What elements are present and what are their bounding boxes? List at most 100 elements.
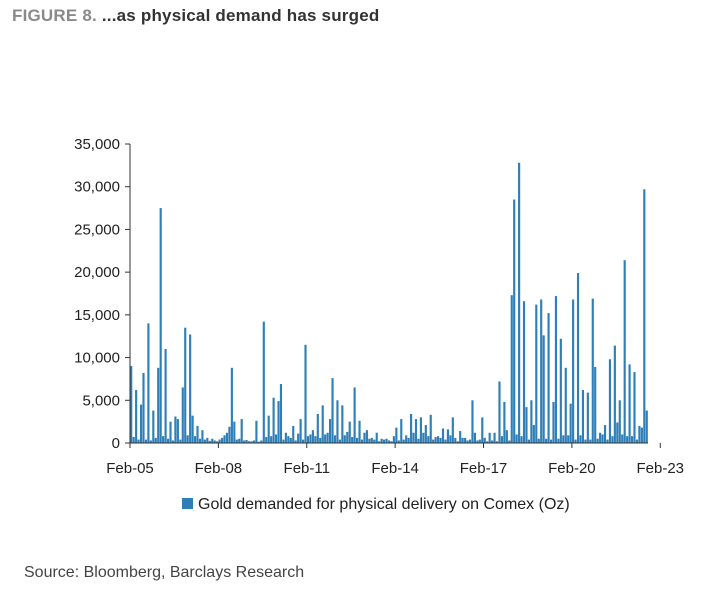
bar-34 — [213, 440, 216, 443]
y-tick-label: 0 — [112, 435, 120, 452]
bar-39 — [225, 432, 229, 443]
bar-35 — [216, 441, 219, 443]
bar-66 — [292, 425, 295, 443]
bar-204 — [630, 436, 634, 443]
bar-144 — [483, 437, 486, 443]
bar-20 — [179, 439, 182, 443]
bar-177 — [564, 367, 567, 443]
bar-12 — [159, 208, 162, 443]
bar-59 — [274, 434, 278, 443]
bar-206 — [635, 439, 639, 443]
bar-92 — [356, 437, 359, 443]
bar-147 — [491, 440, 494, 443]
bar-22 — [184, 327, 187, 443]
bar-189 — [594, 366, 597, 443]
bar-125 — [437, 436, 440, 443]
bar-119 — [422, 432, 425, 443]
bar-7 — [147, 323, 150, 443]
bar-130 — [449, 435, 452, 443]
bar-174 — [557, 438, 560, 443]
bar-194 — [606, 439, 609, 443]
bar-18 — [174, 416, 177, 443]
bar-109 — [397, 440, 400, 443]
bar-31 — [206, 437, 209, 443]
bar-43 — [235, 439, 238, 443]
bar-91 — [353, 387, 356, 443]
bar-168 — [542, 335, 545, 443]
bar-182 — [576, 273, 580, 443]
bar-118 — [419, 417, 422, 443]
bar-81 — [329, 419, 332, 443]
bar-96 — [365, 430, 368, 443]
bar-188 — [591, 298, 594, 443]
bar-90 — [351, 437, 354, 443]
bar-127 — [441, 428, 445, 443]
bar-113 — [407, 437, 410, 443]
bar-76 — [316, 413, 319, 443]
bar-131 — [451, 417, 454, 443]
bar-52 — [257, 441, 260, 443]
x-tick-label: Feb-17 — [460, 460, 508, 477]
bar-19 — [176, 419, 179, 443]
bar-133 — [456, 441, 459, 443]
bar-205 — [633, 372, 636, 443]
bar-25 — [191, 415, 194, 443]
bar-82 — [331, 378, 334, 443]
bar-180 — [572, 299, 575, 443]
bar-199 — [618, 400, 621, 443]
bar-23 — [186, 435, 189, 443]
legend-label: Gold demanded for physical delivery on C… — [198, 496, 570, 513]
bar-141 — [476, 440, 479, 443]
bar-29 — [201, 430, 204, 443]
bar-126 — [439, 437, 442, 443]
bar-192 — [601, 434, 604, 443]
bar-62 — [282, 439, 285, 443]
bar-38 — [223, 435, 226, 443]
bar-series — [130, 162, 648, 444]
bar-28 — [198, 438, 202, 443]
bar-32 — [208, 440, 211, 443]
legend: Gold demanded for physical delivery on C… — [182, 496, 570, 513]
bar-159 — [520, 436, 523, 443]
bar-143 — [481, 417, 484, 443]
bar-101 — [378, 441, 381, 443]
bar-136 — [464, 437, 467, 443]
bar-49 — [250, 441, 253, 443]
figure-title-text: ...as physical demand has surged — [101, 6, 380, 25]
bar-197 — [613, 345, 616, 443]
bar-54 — [262, 321, 265, 443]
bar-97 — [368, 438, 371, 443]
bar-198 — [616, 422, 619, 443]
x-tick-label: Feb-20 — [548, 460, 596, 477]
bar-68 — [297, 433, 300, 443]
bar-2 — [135, 390, 138, 443]
bar-181 — [574, 439, 577, 443]
bar-122 — [429, 414, 432, 443]
bar-137 — [466, 440, 469, 443]
bar-93 — [358, 420, 361, 443]
bar-73 — [309, 434, 312, 443]
bar-37 — [220, 437, 224, 443]
bar-138 — [468, 439, 472, 443]
bar-48 — [247, 441, 251, 443]
bar-16 — [169, 421, 172, 443]
bar-208 — [640, 427, 643, 443]
bar-64 — [287, 436, 290, 443]
figure-label: FIGURE 8. — [12, 6, 97, 25]
bar-171 — [549, 439, 553, 443]
bar-85 — [338, 439, 341, 443]
bar-86 — [341, 405, 344, 443]
bar-67 — [294, 440, 297, 443]
bar-53 — [260, 440, 263, 443]
bar-5 — [142, 372, 145, 443]
bar-41 — [230, 367, 233, 443]
bar-114 — [410, 413, 413, 443]
bar-15 — [166, 438, 170, 443]
y-tick-label: 10,000 — [74, 350, 120, 367]
bar-169 — [545, 438, 548, 443]
bar-150 — [498, 381, 501, 443]
bar-165 — [535, 304, 538, 443]
bar-145 — [486, 441, 489, 443]
bar-69 — [299, 419, 302, 443]
